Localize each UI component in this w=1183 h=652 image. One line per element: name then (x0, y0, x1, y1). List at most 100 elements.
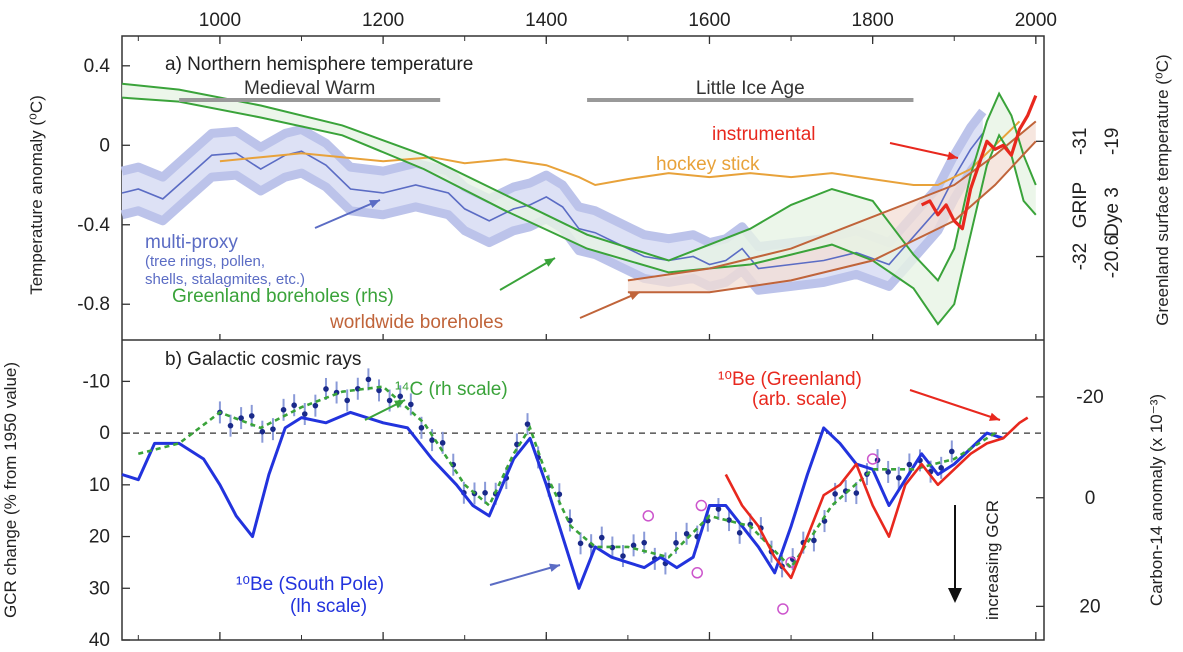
be-data-point (291, 402, 297, 409)
arrow-greenland-head (544, 258, 555, 267)
worldwide-boreholes-lower (627, 140, 1037, 294)
be-data-point (949, 448, 955, 455)
c14-line (137, 385, 996, 570)
arrow-south-pole (489, 564, 561, 586)
b-y-tick-label: 40 (89, 630, 110, 651)
dye3-tick-label: -20.6 (1102, 235, 1123, 278)
label-c14: ¹⁴C (rh scale) (395, 379, 508, 400)
be-data-point (832, 491, 838, 497)
be-data-point (312, 402, 319, 409)
label-instrumental: instrumental (712, 124, 816, 145)
a-y-tick-label: -0.4 (77, 215, 110, 236)
arrow-greenland-be-head (989, 412, 1000, 421)
arrow-greenland (499, 257, 556, 291)
panel-a-ylabel: Temperature anomaly (⁰C) (27, 95, 46, 295)
b-right-tick-label: 20 (1079, 596, 1100, 617)
be-data-point (620, 553, 626, 559)
label-greenland-be-scale: (arb. scale) (752, 389, 847, 410)
be-data-point (439, 440, 446, 446)
arrow-greenland-be (909, 389, 1001, 421)
label-hockey-stick: hockey stick (656, 154, 760, 175)
be-data-point (429, 437, 435, 443)
be-data-point (323, 386, 329, 392)
be-data-point (365, 376, 372, 383)
x-tick-label: 1000 (199, 10, 241, 31)
hockey-stick-line (219, 120, 1021, 187)
plot-frame (121, 35, 1045, 641)
circled-point (866, 453, 879, 465)
be-data-point (397, 393, 404, 400)
panel-b-title: b) Galactic cosmic rays (165, 349, 361, 370)
dye3-tick-label: -19 (1102, 128, 1123, 155)
arrow-worldwide (579, 291, 641, 319)
be-data-point (259, 428, 266, 435)
b-y-tick-label: 30 (89, 578, 110, 599)
a-y-tick-label: 0 (99, 135, 110, 156)
label-greenland-be: ¹⁰Be (Greenland) (718, 369, 862, 390)
b-right-tick-label: 0 (1085, 488, 1096, 509)
circled-point (777, 603, 789, 615)
be-data-point (524, 421, 531, 427)
b-y-tick-label: 0 (99, 423, 110, 444)
period-label-0: Medieval Warm (244, 78, 375, 99)
be-data-point (715, 506, 722, 512)
right-scale-dye3: Dye 3 (1102, 187, 1123, 237)
be-data-point (736, 530, 743, 536)
be-data-point (386, 397, 393, 404)
multi-proxy-line (121, 132, 984, 270)
x-tick-label: 1400 (525, 10, 567, 31)
be-data-point (270, 426, 276, 432)
arrow-multi-proxy-head (369, 200, 380, 208)
panel-b-ylabel-right: Carbon-14 anomaly (x 10⁻³) (1147, 394, 1166, 606)
x-tick-label: 1800 (852, 10, 894, 31)
greenland-boreholes-upper (121, 82, 1037, 283)
be-data-point (641, 539, 647, 546)
be-data-point (514, 441, 520, 448)
be-data-point (895, 475, 902, 481)
increasing-gcr-arrow-head (948, 588, 962, 603)
label-multi-proxy: multi-proxy (145, 232, 238, 253)
grip-tick-label: -31 (1070, 128, 1091, 155)
panel-a-ylabel-right: Greenland surface temperature (⁰C) (1153, 54, 1172, 325)
label-multi-proxy-detail-2: shells, stalagmites, etc.) (145, 271, 305, 288)
label-south-pole: ¹⁰Be (South Pole) (236, 574, 384, 595)
arrow-south-pole-head (549, 563, 560, 572)
label-greenland-boreholes: Greenland boreholes (rhs) (172, 286, 394, 307)
arrow-multi-proxy (314, 199, 381, 229)
south-pole-be-line (121, 410, 1004, 590)
label-multi-proxy-detail-1: (tree rings, pollen, (145, 253, 265, 270)
axes: 1000 1200 1400 1600 1800 20000.40-0.4-0.8-31-… (77, 10, 1123, 651)
grip-tick-label: -32 (1070, 243, 1091, 270)
x-tick-label: 2000 (1015, 10, 1057, 31)
label-south-pole-scale: (lh scale) (290, 596, 367, 617)
arrow-instrumental-head (947, 151, 958, 161)
panel-b (121, 368, 1044, 615)
panel-a: Medieval Warm Little Ice Age (120, 78, 1038, 326)
be-data-point (938, 465, 944, 471)
be-data-point (726, 517, 732, 523)
be-data-point (418, 424, 425, 431)
a-y-tick-label: 0.4 (84, 56, 111, 77)
be-data-point (577, 540, 584, 547)
be-data-point (683, 530, 690, 537)
be-data-point (376, 387, 382, 394)
greenland-be-line (724, 416, 1029, 580)
be-data-point (301, 411, 308, 417)
instrumental-line (920, 94, 1038, 231)
greenland-boreholes-lower (121, 96, 1037, 326)
b-y-tick-label: 20 (89, 527, 110, 548)
be-data-point (227, 422, 234, 429)
x-tick-label: 1200 (362, 10, 404, 31)
be-data-point (556, 491, 563, 498)
be-data-point (408, 401, 414, 408)
circled-point (691, 567, 703, 579)
right-scale-grip: GRIP (1070, 182, 1091, 228)
b-y-tick-label: -10 (83, 371, 110, 392)
arrow-instrumental (889, 142, 959, 159)
a-y-tick-label: -0.8 (77, 294, 110, 315)
be-data-point (811, 537, 817, 544)
be-data-point (853, 490, 860, 496)
be-data-point (248, 413, 255, 419)
panel-b-ylabel: GCR change (% from 1950 value) (1, 362, 20, 618)
